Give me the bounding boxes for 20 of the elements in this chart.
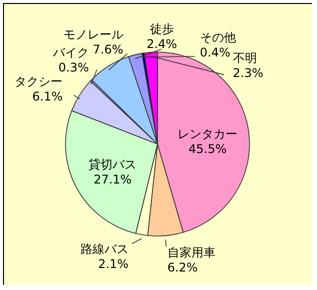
data-label: 2.3%	[232, 66, 264, 80]
data-label: 2.1%	[98, 257, 129, 272]
data-label: 7.6%	[92, 42, 124, 56]
slice-label: 路線バス	[80, 242, 129, 256]
slice-label: 自家用車	[167, 246, 216, 260]
slice-label: モノレール	[63, 27, 124, 42]
data-label: 0.4%	[200, 45, 230, 60]
data-label: 6.2%	[167, 260, 198, 275]
data-label: 2.4%	[146, 37, 178, 52]
slice-label: その他	[200, 30, 236, 44]
data-label: 27.1%	[94, 172, 132, 186]
slice-label: バイク	[52, 45, 89, 60]
slice-label: レンタカー	[178, 126, 238, 141]
slice-label: タクシー	[14, 74, 63, 88]
data-label: 0.3%	[58, 60, 89, 74]
slice-label: 徒歩	[150, 22, 174, 36]
data-label: 45.5%	[188, 142, 227, 156]
slice-label: 不明	[232, 51, 257, 66]
data-label: 6.1%	[32, 89, 63, 104]
slice-label: 貸切バス	[88, 157, 137, 172]
